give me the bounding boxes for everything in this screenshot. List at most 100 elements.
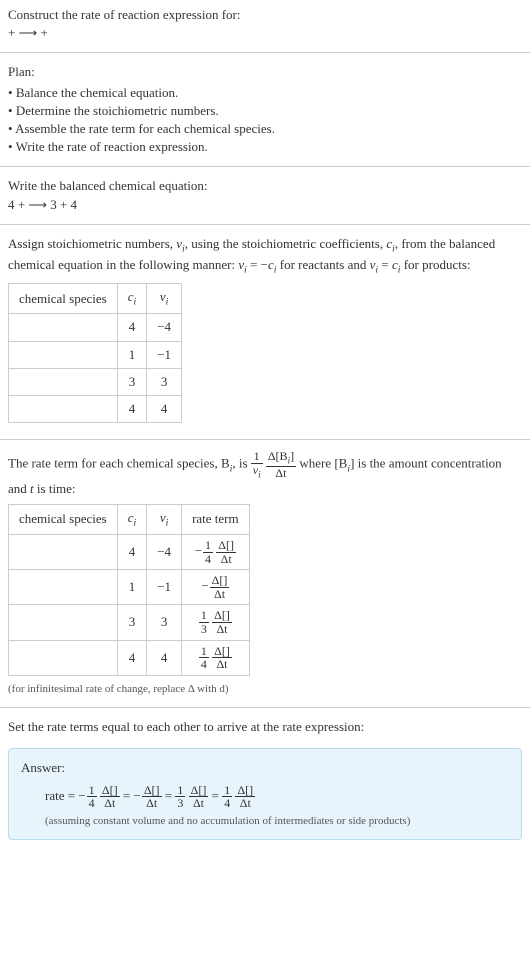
denominator: νi bbox=[251, 464, 263, 480]
numerator: Δ[] bbox=[189, 784, 209, 798]
text: where [B bbox=[296, 456, 347, 471]
separator bbox=[0, 707, 530, 708]
cell-nu: 4 bbox=[147, 640, 182, 675]
fraction: Δ[]Δt bbox=[142, 784, 162, 810]
numerator: Δ[] bbox=[142, 784, 162, 798]
final-section: Set the rate terms equal to each other t… bbox=[0, 712, 530, 742]
rateterm-table: chemical species ci νi rate term 4 − 4 − 14 … bbox=[8, 504, 250, 676]
cell-species bbox=[9, 640, 118, 675]
cell-species bbox=[9, 395, 118, 422]
denominator: 4 bbox=[222, 797, 232, 810]
text: for reactants and bbox=[277, 257, 370, 272]
cell-c: 3 bbox=[117, 368, 147, 395]
fraction: Δ[Bi]Δt bbox=[266, 450, 296, 479]
fraction: 14 bbox=[222, 784, 232, 810]
cell-c: 4 bbox=[117, 395, 147, 422]
plan-item: Balance the chemical equation. bbox=[8, 84, 522, 102]
table-row: 4414 Δ[]Δt bbox=[9, 640, 250, 675]
balanced-line1: Write the balanced chemical equation: bbox=[8, 177, 522, 195]
numerator: 1 bbox=[175, 784, 185, 798]
table-row: 4−4 bbox=[9, 314, 182, 341]
fraction: Δ[]Δt bbox=[235, 784, 255, 810]
denominator: 3 bbox=[199, 623, 209, 636]
col-species: chemical species bbox=[9, 504, 118, 534]
cell-species bbox=[9, 534, 118, 569]
rateterm-section: The rate term for each chemical species,… bbox=[0, 444, 530, 703]
stoich-table: chemical species ci νi 4−4 1−1 33 44 bbox=[8, 283, 182, 423]
fraction: 14 bbox=[87, 784, 97, 810]
cell-rate: 14 Δ[]Δt bbox=[182, 640, 250, 675]
cell-species bbox=[9, 605, 118, 640]
plan-item: Assemble the rate term for each chemical… bbox=[8, 120, 522, 138]
rate-label: rate = bbox=[45, 788, 78, 803]
intro-section: Construct the rate of reaction expressio… bbox=[0, 0, 530, 48]
subscript-i: i bbox=[258, 469, 261, 479]
cell-species bbox=[9, 341, 118, 368]
fraction: 14 bbox=[203, 539, 213, 565]
fraction: 1νi bbox=[251, 450, 263, 479]
col-c: ci bbox=[117, 284, 147, 314]
intro-line2: + ⟶ + bbox=[8, 24, 522, 42]
table-header-row: chemical species ci νi bbox=[9, 284, 182, 314]
table-header-row: chemical species ci νi rate term bbox=[9, 504, 250, 534]
denominator: 3 bbox=[175, 797, 185, 810]
fraction: Δ[]Δt bbox=[212, 645, 232, 671]
equals: = bbox=[208, 788, 222, 803]
final-text: Set the rate terms equal to each other t… bbox=[8, 718, 522, 736]
stoich-section: Assign stoichiometric numbers, νi , using… bbox=[0, 229, 530, 435]
text: = − bbox=[247, 257, 268, 272]
denominator: Δt bbox=[212, 658, 232, 671]
cell-rate: 13 Δ[]Δt bbox=[182, 605, 250, 640]
text: , using the stoichiometric coefficients, bbox=[185, 236, 387, 251]
balanced-section: Write the balanced chemical equation: 4 … bbox=[0, 171, 530, 219]
text: for products: bbox=[400, 257, 470, 272]
table-row: 33 bbox=[9, 368, 182, 395]
sign: − bbox=[195, 543, 202, 558]
denominator: Δt bbox=[189, 797, 209, 810]
denominator: Δt bbox=[142, 797, 162, 810]
col-nu: νi bbox=[147, 504, 182, 534]
col-rateterm: rate term bbox=[182, 504, 250, 534]
denominator: Δt bbox=[100, 797, 120, 810]
numerator: Δ[] bbox=[212, 609, 232, 623]
plan-heading: Plan: bbox=[8, 63, 522, 81]
plan-section: Plan: Balance the chemical equation. Det… bbox=[0, 57, 530, 162]
denominator: Δt bbox=[210, 588, 230, 601]
answer-title: Answer: bbox=[21, 759, 509, 777]
sign: − bbox=[78, 788, 85, 803]
fraction: Δ[]Δt bbox=[189, 784, 209, 810]
cell-c: 4 bbox=[117, 640, 147, 675]
col-species: chemical species bbox=[9, 284, 118, 314]
sign: − bbox=[133, 788, 140, 803]
fraction: Δ[]Δt bbox=[212, 609, 232, 635]
table-row: 3313 Δ[]Δt bbox=[9, 605, 250, 640]
fraction: 14 bbox=[199, 645, 209, 671]
numerator: 1 bbox=[251, 450, 263, 464]
rateterm-text: The rate term for each chemical species,… bbox=[8, 450, 522, 498]
subscript-i: i bbox=[134, 297, 137, 308]
rateterm-footnote: (for infinitesimal rate of change, repla… bbox=[8, 682, 522, 697]
answer-box: Answer: rate = −14 Δ[]Δt = −Δ[]Δt = 13 Δ… bbox=[8, 748, 522, 840]
denominator: Δt bbox=[212, 623, 232, 636]
subscript-i: i bbox=[166, 517, 169, 528]
separator bbox=[0, 52, 530, 53]
cell-c: 1 bbox=[117, 341, 147, 368]
cell-c: 3 bbox=[117, 605, 147, 640]
plan-list: Balance the chemical equation. Determine… bbox=[8, 84, 522, 157]
separator bbox=[0, 166, 530, 167]
numerator: Δ[Bi] bbox=[266, 450, 296, 467]
numerator: 1 bbox=[199, 609, 209, 623]
numerator: Δ[] bbox=[235, 784, 255, 798]
fraction: Δ[]Δt bbox=[210, 574, 230, 600]
text: Assign stoichiometric numbers, bbox=[8, 236, 176, 251]
balanced-line2: 4 + ⟶ 3 + 4 bbox=[8, 196, 522, 214]
plan-item: Write the rate of reaction expression. bbox=[8, 138, 522, 156]
denominator: Δt bbox=[266, 467, 296, 480]
cell-c: 4 bbox=[117, 534, 147, 569]
cell-species bbox=[9, 314, 118, 341]
sign: − bbox=[201, 578, 208, 593]
fraction: 13 bbox=[199, 609, 209, 635]
plan-item: Determine the stoichiometric numbers. bbox=[8, 102, 522, 120]
col-nu: νi bbox=[147, 284, 182, 314]
text: , is bbox=[232, 456, 250, 471]
